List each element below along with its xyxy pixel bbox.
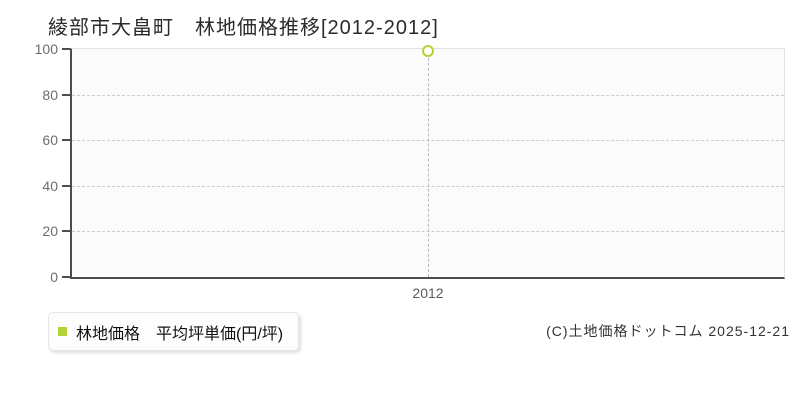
y-tick-label: 100	[34, 41, 58, 57]
legend: 林地価格 平均坪単価(円/坪)	[48, 312, 300, 351]
y-axis-tick	[62, 276, 70, 278]
y-tick-label: 80	[42, 86, 58, 103]
y-axis-tick	[62, 93, 70, 96]
y-tick-label: 60	[42, 132, 58, 149]
y-tick-label: 40	[42, 177, 58, 194]
y-tick-label: 0	[50, 269, 58, 285]
y-axis-tick	[62, 184, 70, 187]
legend-label: 林地価格 平均坪単価(円/坪)	[76, 325, 284, 343]
y-axis-tick	[62, 139, 70, 142]
data-point[interactable]	[422, 45, 434, 58]
y-axis-tick	[62, 230, 70, 233]
legend-marker-square	[58, 327, 67, 336]
x-tick-label: 2012	[412, 285, 444, 301]
point-guide-line	[428, 58, 429, 277]
y-tick-label: 20	[42, 223, 58, 240]
y-axis-tick	[62, 48, 70, 50]
chart-title: 綾部市大畠町 林地価格推移[2012-2012]	[48, 17, 439, 39]
plot-area: 0 20 40 60 80 100 2012	[35, 42, 785, 300]
copyright-text: (C)土地価格ドットコム 2025-12-21	[546, 323, 790, 339]
